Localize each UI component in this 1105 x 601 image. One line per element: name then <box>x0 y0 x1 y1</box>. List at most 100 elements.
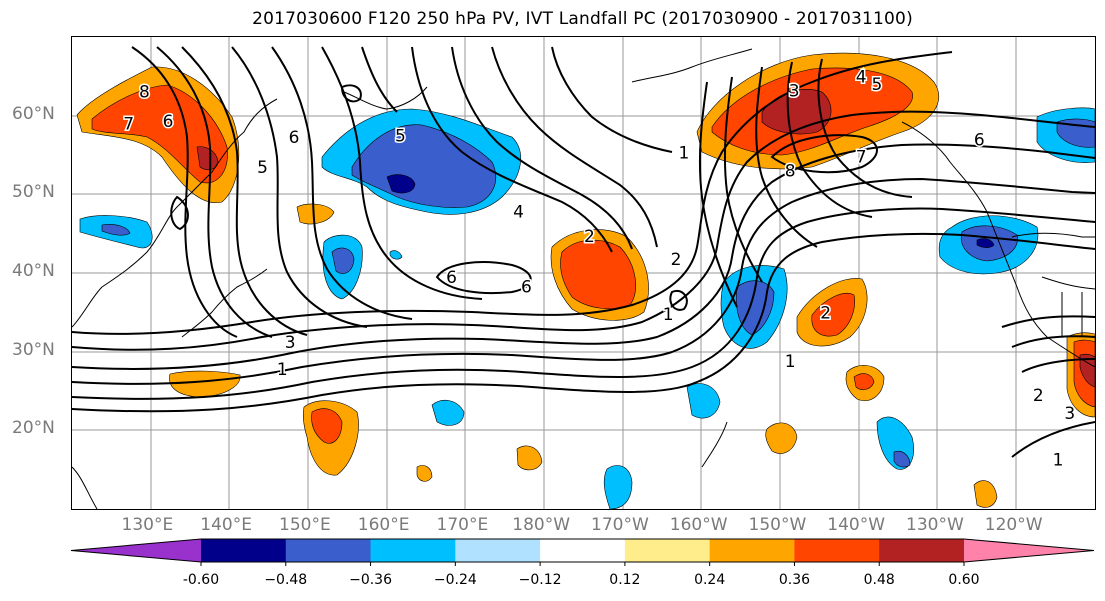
contour-label: 8 <box>785 162 796 182</box>
positive-anomaly-region <box>91 84 228 184</box>
coastline <box>901 121 1095 368</box>
positive-anomaly-region <box>416 465 433 482</box>
coastline <box>1041 276 1095 290</box>
contour-label: 2 <box>584 227 595 247</box>
contour-label: 6 <box>163 112 174 132</box>
contour-label: 5 <box>871 75 882 95</box>
contour-label: 2 <box>820 303 831 323</box>
longitude-label: 140°E <box>200 515 252 535</box>
negative-anomaly-region <box>735 280 775 336</box>
contour-label: 6 <box>974 130 985 150</box>
pv-contour <box>72 110 1095 351</box>
pv-contour <box>156 46 273 338</box>
contour-label: 1 <box>1053 450 1064 470</box>
longitude-label: 150°W <box>748 515 807 535</box>
pv-contours <box>72 46 1095 458</box>
pv-contour <box>551 46 673 153</box>
contour-label: 7 <box>856 148 867 168</box>
positive-anomaly-region <box>765 422 798 454</box>
pv-contour <box>1011 421 1095 458</box>
colorbar-tick-label: -0.60 <box>182 572 220 588</box>
positive-anomaly-region <box>169 370 241 398</box>
longitude-label: 150°E <box>279 515 331 535</box>
longitude-label: 170°W <box>591 515 649 535</box>
contour-label: 3 <box>1064 404 1075 424</box>
colorbar-tick-label: 0.48 <box>863 572 895 588</box>
contour-label: 1 <box>663 305 674 325</box>
longitude-label: 160°E <box>357 515 410 535</box>
latitude-label: 50°N <box>12 182 55 203</box>
map-title: 2017030600 F120 250 hPa PV, IVT Landfall… <box>252 9 913 29</box>
colorbar-segment <box>370 539 456 562</box>
negative-anomaly-region <box>386 174 416 194</box>
longitude-label: 140°W <box>827 515 886 535</box>
latitude-label: 30°N <box>12 339 55 360</box>
colorbar-segment <box>709 539 795 562</box>
negative-anomaly-region <box>389 250 403 260</box>
pv-contour <box>361 46 398 113</box>
negative-anomaly-region <box>351 124 497 208</box>
contour-label: 3 <box>285 333 296 353</box>
coastlines <box>72 48 1095 509</box>
latitude-label: 60°N <box>12 103 55 124</box>
pv-contour <box>72 143 1095 370</box>
pv-contour <box>723 76 763 283</box>
pv-contour <box>786 61 873 218</box>
coastline <box>343 86 428 110</box>
positive-anomaly-region <box>973 480 998 508</box>
contour-label: 1 <box>678 144 689 164</box>
positive-anomaly-region <box>811 293 855 337</box>
colorbar-tick-label: 0.24 <box>694 572 726 588</box>
contour-label: 6 <box>446 268 457 288</box>
negative-anomaly-region <box>686 383 721 419</box>
contour-label: 4 <box>513 203 524 223</box>
colorbar-segment <box>455 539 541 562</box>
contour-label: 5 <box>395 126 406 146</box>
contour-label: 3 <box>789 81 800 101</box>
pv-contour <box>72 51 953 335</box>
contour-label: 8 <box>139 82 150 102</box>
colorbar-tick-label: 0.12 <box>609 572 641 588</box>
pv-contour <box>451 46 633 250</box>
colorbar-outline <box>70 538 1095 563</box>
pv-contour <box>170 195 189 231</box>
coastline <box>1011 232 1095 238</box>
pv-contour <box>755 66 818 248</box>
positive-anomaly-region <box>1079 353 1095 388</box>
longitude-label: 130°W <box>906 515 964 535</box>
colorbar-segment <box>624 539 711 562</box>
negative-anomaly-region <box>431 399 465 426</box>
contour-label: 4 <box>856 67 867 87</box>
coastline <box>631 48 753 83</box>
pv-contour <box>411 46 613 253</box>
coastline <box>701 421 728 468</box>
latitude-label: 40°N <box>12 261 55 281</box>
positive-anomaly-region <box>196 146 219 171</box>
contour-label: 5 <box>257 158 268 178</box>
colorbar-tick-label: −0.36 <box>349 572 392 588</box>
pv-contour <box>72 207 1095 400</box>
coastline <box>72 466 98 509</box>
longitude-label: 170°E <box>436 515 489 535</box>
pv-contour <box>72 232 1095 413</box>
contour-label: 1 <box>785 352 796 372</box>
pv-contour <box>181 46 308 336</box>
pv-contour <box>231 46 368 328</box>
longitude-label: 130°E <box>121 515 174 535</box>
negative-anomaly-region <box>101 224 131 236</box>
colorbar-segments <box>70 538 1095 566</box>
colorbar-tick-label: 0.36 <box>778 572 811 588</box>
pv-contour <box>770 134 878 174</box>
pv-contour <box>72 177 1095 385</box>
longitude-label: 120°W <box>984 515 1043 535</box>
colorbar-tick-label: −0.24 <box>433 572 477 588</box>
positive-anomaly-region <box>311 408 343 444</box>
negative-anomaly-region <box>331 247 355 274</box>
pv-contour <box>669 289 688 311</box>
longitude-label: 160°W <box>669 515 728 535</box>
contour-label: 1 <box>277 360 288 380</box>
pv-contour <box>271 46 413 320</box>
pv-contour <box>435 261 532 295</box>
coastline <box>1061 292 1083 337</box>
